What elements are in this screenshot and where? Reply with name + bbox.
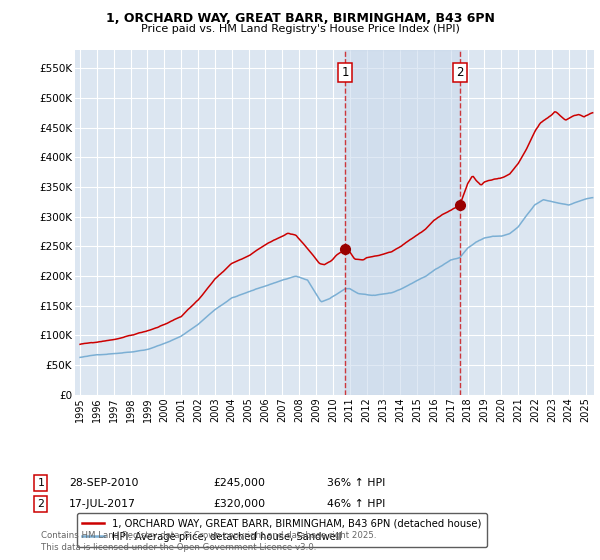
Text: £245,000: £245,000 (213, 478, 265, 488)
Text: 2: 2 (456, 66, 464, 79)
Text: 36% ↑ HPI: 36% ↑ HPI (327, 478, 385, 488)
Text: 28-SEP-2010: 28-SEP-2010 (69, 478, 139, 488)
Text: 1: 1 (37, 478, 44, 488)
Legend: 1, ORCHARD WAY, GREAT BARR, BIRMINGHAM, B43 6PN (detached house), HPI: Average p: 1, ORCHARD WAY, GREAT BARR, BIRMINGHAM, … (77, 513, 487, 547)
Text: 1: 1 (341, 66, 349, 79)
Text: £320,000: £320,000 (213, 499, 265, 509)
Bar (345, 50, 460, 395)
Text: 2: 2 (37, 499, 44, 509)
Text: Price paid vs. HM Land Registry's House Price Index (HPI): Price paid vs. HM Land Registry's House … (140, 24, 460, 34)
Text: 1, ORCHARD WAY, GREAT BARR, BIRMINGHAM, B43 6PN: 1, ORCHARD WAY, GREAT BARR, BIRMINGHAM, … (106, 12, 494, 25)
Text: Contains HM Land Registry data © Crown copyright and database right 2025.
This d: Contains HM Land Registry data © Crown c… (41, 531, 376, 552)
Text: 46% ↑ HPI: 46% ↑ HPI (327, 499, 385, 509)
Text: 17-JUL-2017: 17-JUL-2017 (69, 499, 136, 509)
